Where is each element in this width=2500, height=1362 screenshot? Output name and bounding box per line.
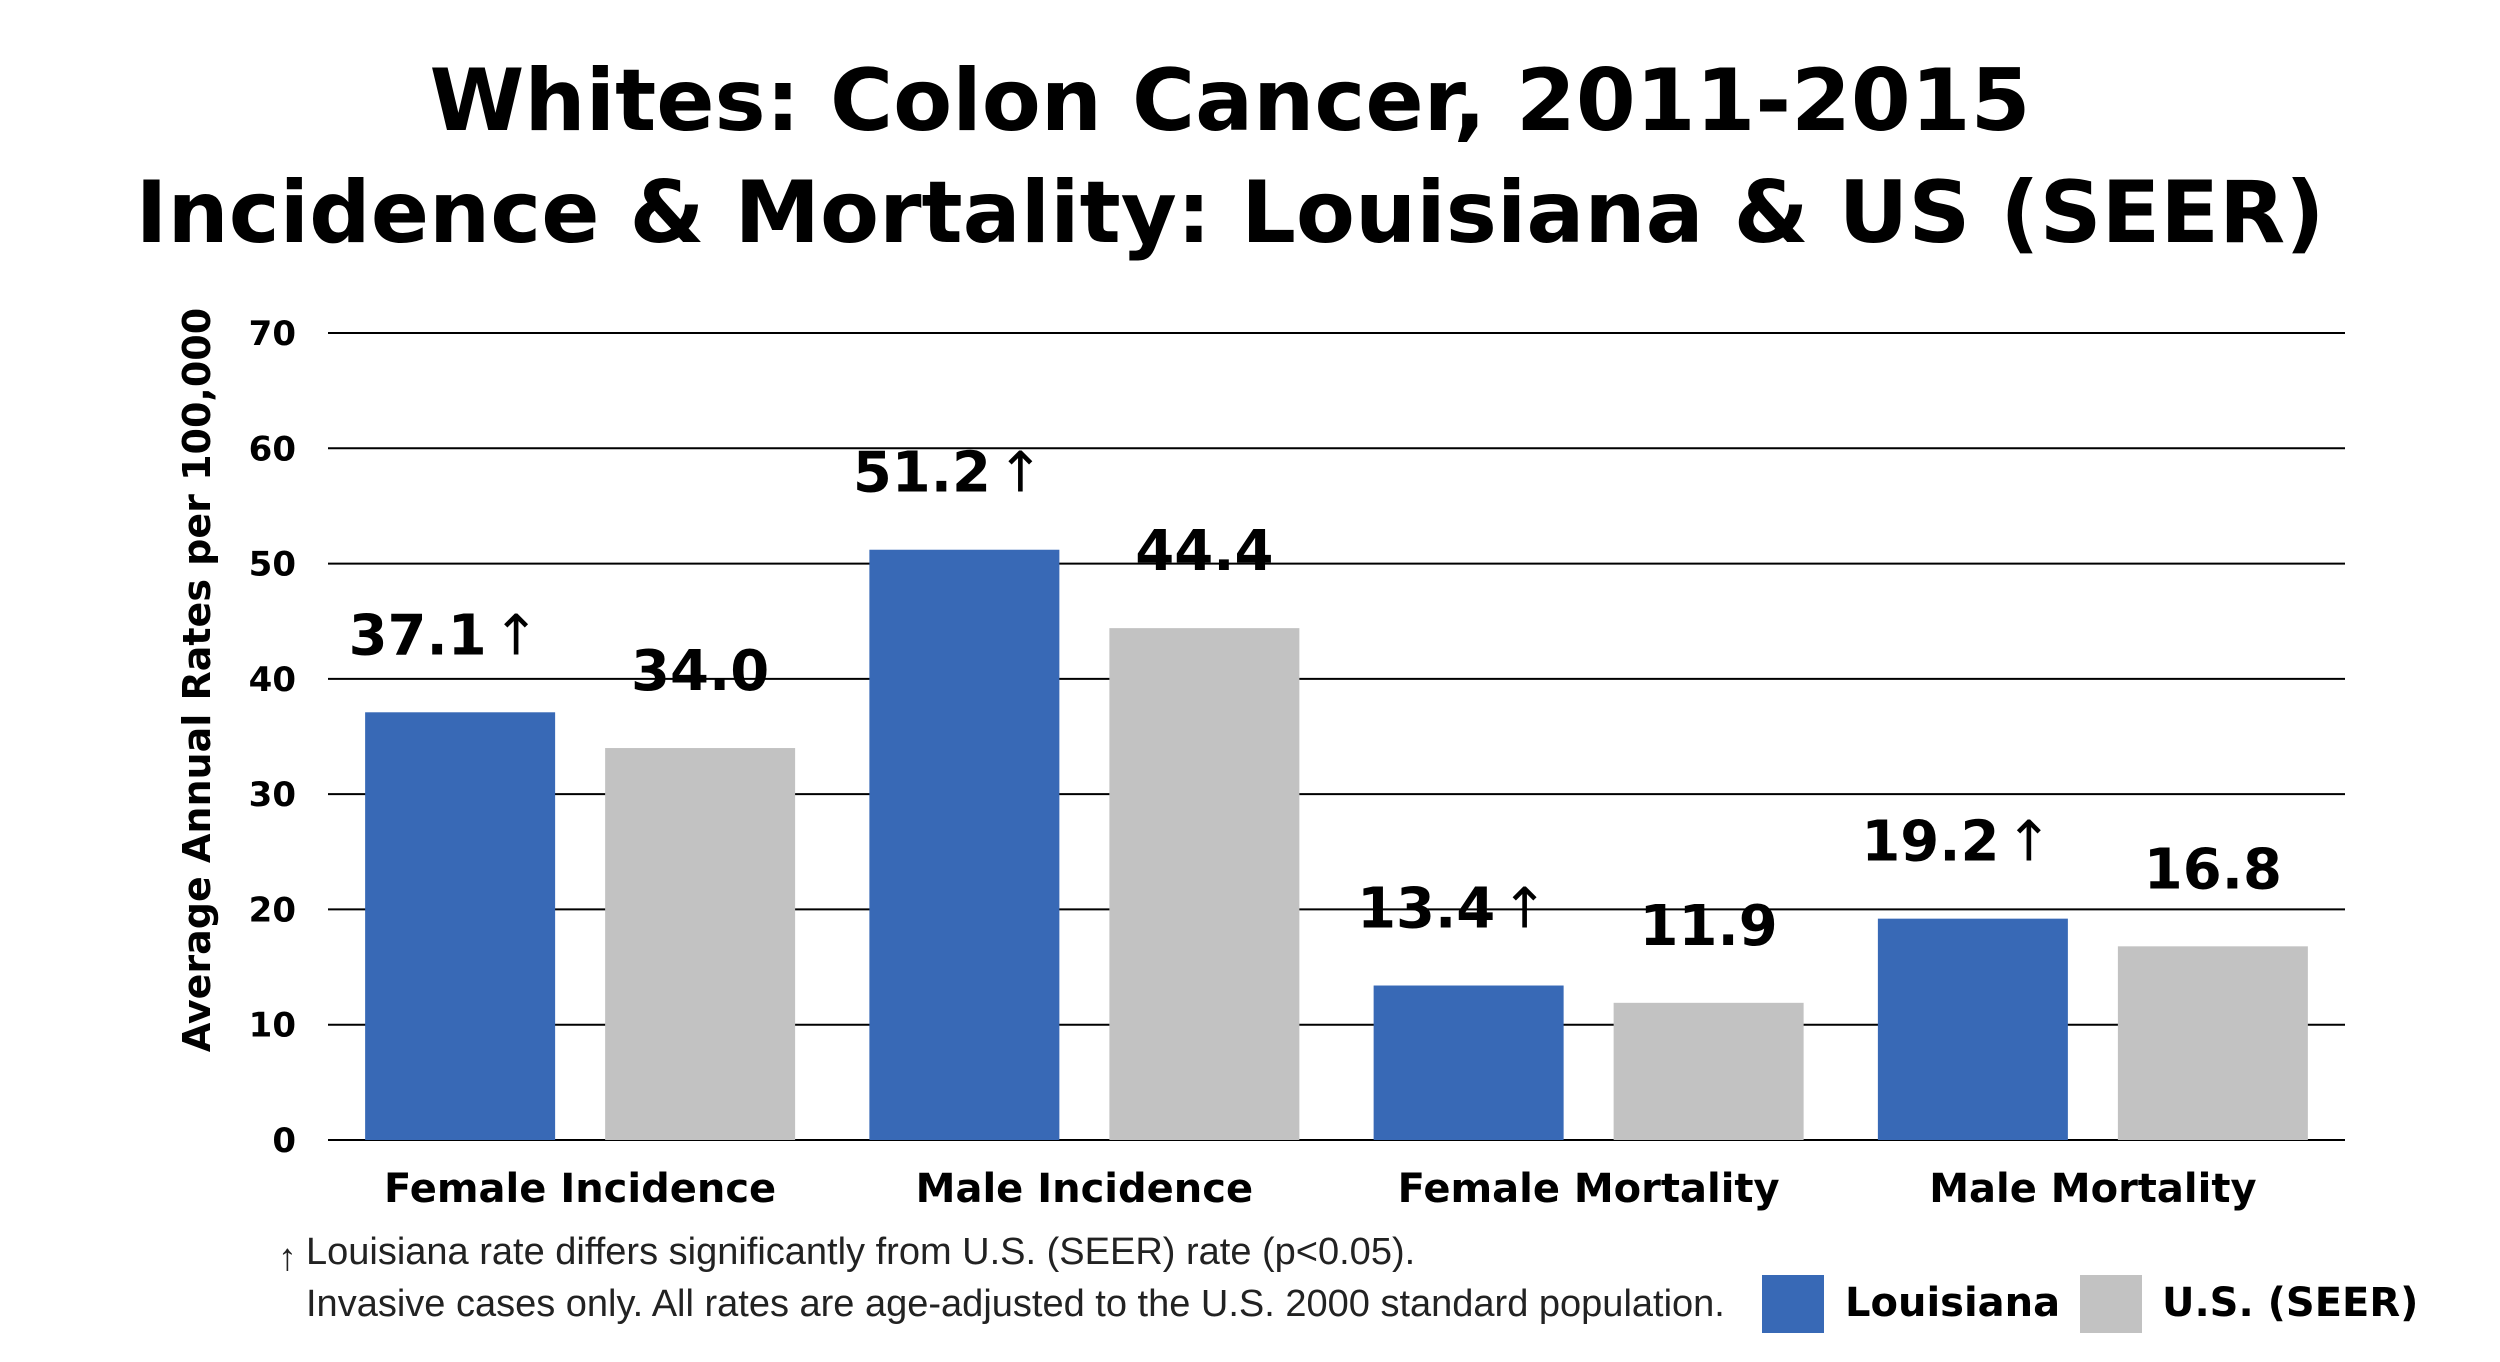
bar-louisiana-female-mortality: [1373, 985, 1564, 1140]
bar-louisiana-male-incidence: [869, 549, 1060, 1140]
y-axis-label: Average Annual Rates per 100,000: [175, 308, 219, 1052]
category-label-female-mortality: Female Mortality: [1398, 1166, 1780, 1212]
bar-u-s-seer-female-mortality: [1613, 1002, 1804, 1140]
y-tick-50: 50: [249, 545, 296, 585]
footnote: ↑ Louisiana rate differs significantly f…: [278, 1231, 1725, 1325]
data-label-louisiana-female-mortality: 13.4 ↑: [1357, 877, 1548, 942]
y-tick-30: 30: [249, 775, 296, 815]
y-tick-40: 40: [249, 660, 296, 700]
bar-u-s-seer-male-mortality: [2117, 946, 2308, 1140]
data-label-louisiana-male-incidence: 51.2 ↑: [853, 441, 1044, 506]
chart-title-line2: Incidence & Mortality: Louisiana & US (S…: [135, 163, 2324, 263]
category-labels: Female Incidence Male Incidence Female Mor…: [384, 1166, 2256, 1212]
data-label-u-s-seer-male-incidence: 44.4: [1135, 519, 1273, 584]
significance-arrow-icon: ↑: [2006, 810, 2053, 875]
y-axis-ticks: 0 10 20 30 40 50 60 70: [249, 314, 296, 1161]
footnote-line2: Invasive cases only. All rates are age-a…: [306, 1283, 1725, 1325]
data-label-louisiana-female-incidence: 37.1 ↑: [349, 603, 540, 668]
data-label-u-s-seer-female-incidence: 34.0: [631, 639, 769, 704]
category-label-female-incidence: Female Incidence: [384, 1166, 776, 1212]
category-label-male-incidence: Male Incidence: [916, 1166, 1253, 1212]
data-labels: 37.1 ↑ 34.0 51.2 ↑ 44.4 13.4 ↑ 11.9 19.2 ↑ 16.8: [349, 441, 2282, 959]
bar-u-s-seer-male-incidence: [1109, 628, 1300, 1140]
y-tick-0: 0: [272, 1121, 296, 1161]
y-tick-60: 60: [249, 429, 296, 469]
y-tick-70: 70: [249, 314, 296, 354]
significance-arrow-icon: ↑: [493, 603, 540, 668]
legend-label-louisiana: Louisiana: [1845, 1280, 2060, 1326]
legend-swatch-louisiana: [1762, 1275, 1824, 1333]
significance-arrow-icon: ↑: [1501, 877, 1548, 942]
footnote-line1: Louisiana rate differs significantly fro…: [306, 1231, 1415, 1273]
bars: [365, 549, 2308, 1140]
significance-arrow-icon: ↑: [278, 1237, 297, 1279]
legend: Louisiana U.S. (SEER): [1762, 1275, 2418, 1333]
legend-swatch-us-seer: [2080, 1275, 2142, 1333]
data-label-u-s-seer-male-mortality: 16.8: [2144, 837, 2282, 902]
bar-louisiana-male-mortality: [1877, 918, 2068, 1140]
y-tick-20: 20: [249, 890, 296, 930]
bar-u-s-seer-female-incidence: [605, 748, 796, 1140]
data-label-u-s-seer-female-mortality: 11.9: [1640, 894, 1778, 959]
y-tick-10: 10: [249, 1006, 296, 1046]
significance-arrow-icon: ↑: [997, 441, 1044, 506]
legend-label-us-seer: U.S. (SEER): [2162, 1280, 2418, 1326]
category-label-male-mortality: Male Mortality: [1929, 1166, 2256, 1212]
chart-title-line1: Whites: Colon Cancer, 2011-2015: [430, 51, 2031, 151]
bar-louisiana-female-incidence: [365, 712, 556, 1140]
data-label-louisiana-male-mortality: 19.2 ↑: [1861, 810, 2052, 875]
